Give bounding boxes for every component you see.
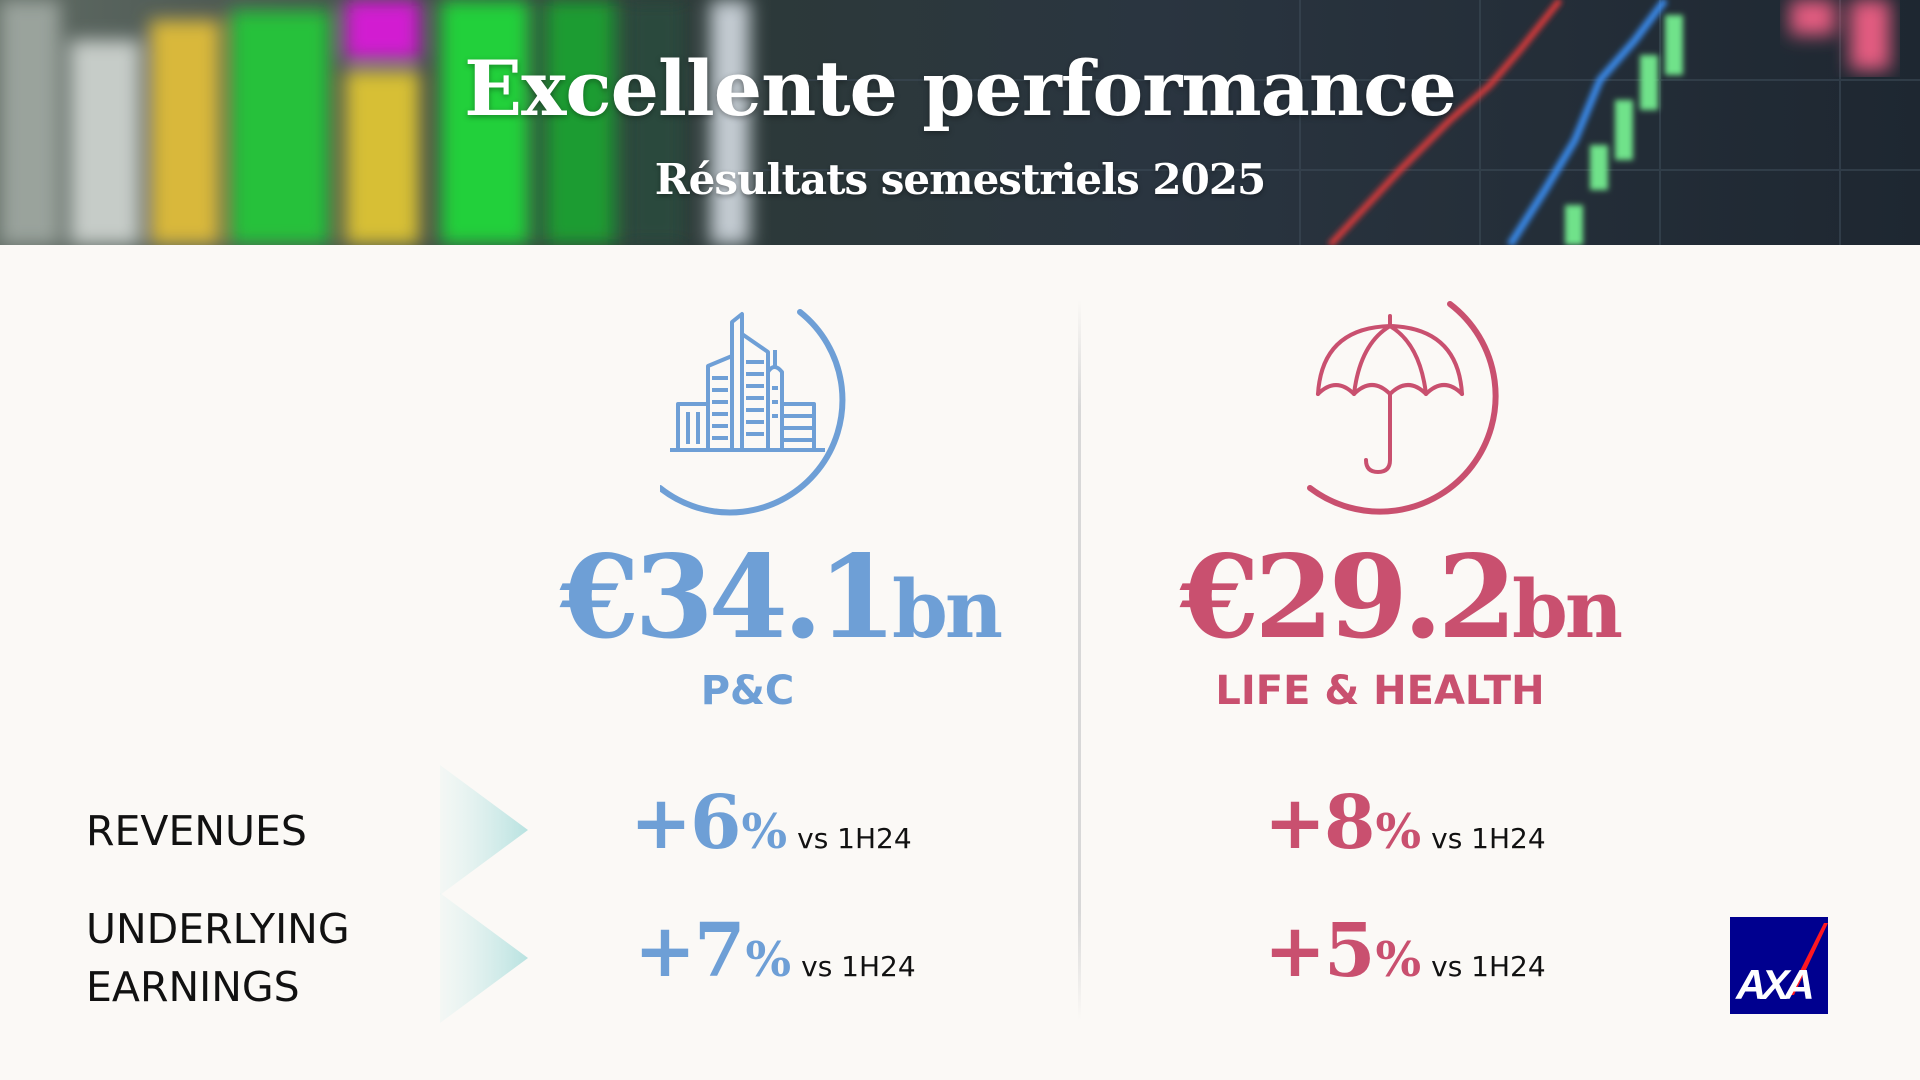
lh-amount-value: €29.2	[1180, 530, 1517, 664]
pc-segment-label: P&C	[700, 668, 795, 714]
pc-revenues-growth: +6% vs 1H24	[630, 780, 912, 866]
pc-revenues-percent: %	[741, 804, 788, 860]
lh-revenues-comparison: vs 1H24	[1431, 822, 1546, 855]
city-buildings-icon	[657, 300, 880, 524]
underlying-earnings-label-line-1: UNDERLYING	[86, 905, 350, 953]
page-title: Excellente performance	[464, 44, 1457, 133]
pc-amount: €34.1bn	[560, 530, 1003, 664]
lh-segment-label: LIFE & HEALTH	[1215, 668, 1545, 714]
umbrella-icon	[1290, 300, 1510, 524]
column-divider	[1078, 300, 1081, 1020]
revenues-row-label: REVENUES	[86, 807, 307, 855]
lh-earnings-comparison: vs 1H24	[1431, 950, 1546, 983]
header-banner: Excellente performance Résultats semestr…	[0, 0, 1920, 245]
pc-revenues-sign: +	[630, 780, 692, 866]
lh-amount: €29.2bn	[1180, 530, 1623, 664]
lh-earnings-percent: %	[1375, 932, 1422, 988]
pc-revenues-comparison: vs 1H24	[797, 822, 912, 855]
pc-amount-value: €34.1	[560, 530, 897, 664]
svg-text:AXA: AXA	[1735, 961, 1812, 1008]
underlying-earnings-chevron-icon	[440, 893, 530, 1027]
lh-revenues-growth: +8% vs 1H24	[1264, 780, 1546, 866]
lh-revenues-percent: %	[1375, 804, 1422, 860]
pc-earnings-sign: +	[634, 908, 696, 994]
lh-underlying-earnings-growth: +5% vs 1H24	[1264, 908, 1546, 994]
stock-market-background-image	[0, 0, 1920, 245]
lh-revenues-sign: +	[1264, 780, 1326, 866]
pc-earnings-value: 7	[694, 908, 745, 994]
pc-amount-unit: bn	[891, 562, 1003, 656]
lh-amount-unit: bn	[1511, 562, 1623, 656]
underlying-earnings-row-label: UNDERLYING EARNINGS	[86, 900, 350, 1016]
revenues-chevron-icon	[440, 765, 530, 899]
lh-revenues-value: 8	[1324, 780, 1375, 866]
underlying-earnings-label-line-2: EARNINGS	[86, 963, 300, 1011]
pc-earnings-percent: %	[745, 932, 792, 988]
pc-underlying-earnings-growth: +7% vs 1H24	[634, 908, 916, 994]
lh-earnings-value: 5	[1324, 908, 1375, 994]
lh-earnings-sign: +	[1264, 908, 1326, 994]
page-subtitle: Résultats semestriels 2025	[654, 155, 1267, 204]
pc-earnings-comparison: vs 1H24	[801, 950, 916, 983]
pc-revenues-value: 6	[690, 780, 741, 866]
axa-logo: AXA	[1730, 917, 1828, 1014]
